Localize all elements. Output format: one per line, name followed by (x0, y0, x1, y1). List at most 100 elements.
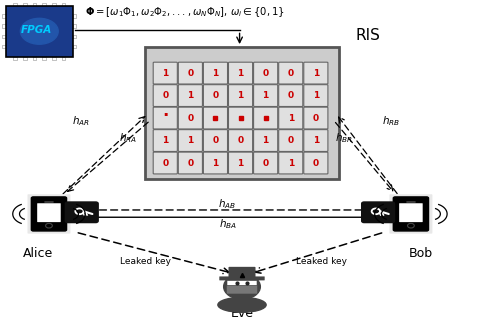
Text: 0: 0 (287, 136, 294, 145)
Text: 0: 0 (162, 91, 168, 100)
FancyBboxPatch shape (254, 129, 278, 151)
FancyBboxPatch shape (153, 129, 177, 151)
FancyBboxPatch shape (399, 203, 423, 222)
Text: 1: 1 (187, 91, 194, 100)
FancyBboxPatch shape (228, 107, 253, 129)
Text: $h_{AB}$: $h_{AB}$ (218, 197, 237, 211)
FancyBboxPatch shape (203, 129, 227, 151)
FancyBboxPatch shape (203, 85, 227, 107)
FancyBboxPatch shape (178, 129, 202, 151)
Text: 1: 1 (212, 158, 219, 168)
Text: 0: 0 (263, 69, 269, 78)
FancyBboxPatch shape (254, 152, 278, 174)
FancyBboxPatch shape (178, 107, 202, 129)
FancyBboxPatch shape (28, 194, 71, 234)
Circle shape (20, 18, 58, 44)
Text: $h_{BA}$: $h_{BA}$ (218, 217, 237, 231)
FancyBboxPatch shape (146, 47, 338, 179)
FancyBboxPatch shape (304, 152, 328, 174)
Text: $h_{RA}$: $h_{RA}$ (119, 131, 137, 145)
FancyBboxPatch shape (203, 62, 227, 84)
Text: $h_{RB}$: $h_{RB}$ (382, 115, 400, 128)
FancyBboxPatch shape (362, 202, 394, 222)
Text: Alice: Alice (22, 247, 53, 260)
FancyBboxPatch shape (279, 62, 303, 84)
Ellipse shape (218, 297, 266, 312)
Text: 0: 0 (313, 158, 319, 168)
FancyBboxPatch shape (254, 85, 278, 107)
FancyBboxPatch shape (279, 107, 303, 129)
Text: 1: 1 (313, 69, 319, 78)
Text: ·: · (162, 107, 168, 125)
FancyBboxPatch shape (178, 85, 202, 107)
FancyBboxPatch shape (279, 85, 303, 107)
FancyBboxPatch shape (203, 152, 227, 174)
FancyBboxPatch shape (5, 6, 73, 57)
FancyBboxPatch shape (219, 277, 265, 281)
Text: 1: 1 (262, 136, 269, 145)
Text: 0: 0 (212, 91, 218, 100)
Text: Bob: Bob (408, 247, 433, 260)
FancyBboxPatch shape (228, 152, 253, 174)
Text: Leaked key: Leaked key (120, 257, 171, 266)
FancyBboxPatch shape (203, 107, 227, 129)
Circle shape (79, 210, 82, 212)
Text: 0: 0 (313, 114, 319, 123)
FancyBboxPatch shape (228, 129, 253, 151)
FancyBboxPatch shape (153, 85, 177, 107)
FancyBboxPatch shape (178, 62, 202, 84)
FancyBboxPatch shape (279, 129, 303, 151)
Circle shape (376, 210, 378, 212)
Text: 0: 0 (187, 158, 194, 168)
FancyBboxPatch shape (153, 107, 177, 129)
FancyBboxPatch shape (37, 203, 60, 222)
FancyBboxPatch shape (254, 107, 278, 129)
FancyBboxPatch shape (153, 62, 177, 84)
FancyBboxPatch shape (227, 281, 257, 286)
FancyBboxPatch shape (228, 267, 256, 278)
Text: 1: 1 (187, 136, 194, 145)
FancyBboxPatch shape (304, 85, 328, 107)
Text: 0: 0 (187, 114, 194, 123)
Text: 1: 1 (162, 69, 168, 78)
Text: 1: 1 (238, 158, 243, 168)
Text: 0: 0 (287, 91, 294, 100)
Text: 1: 1 (287, 158, 294, 168)
FancyBboxPatch shape (393, 197, 428, 231)
Text: 0: 0 (287, 69, 294, 78)
FancyBboxPatch shape (304, 129, 328, 151)
FancyBboxPatch shape (279, 152, 303, 174)
Text: 0: 0 (212, 136, 218, 145)
FancyBboxPatch shape (153, 152, 177, 174)
Text: Leaked key: Leaked key (296, 257, 347, 266)
FancyBboxPatch shape (304, 62, 328, 84)
Text: 1: 1 (262, 91, 269, 100)
FancyBboxPatch shape (228, 85, 253, 107)
Text: 0: 0 (162, 158, 168, 168)
Text: 1: 1 (287, 114, 294, 123)
Text: 1: 1 (313, 136, 319, 145)
Text: 1: 1 (238, 91, 243, 100)
Text: 1: 1 (162, 136, 168, 145)
FancyBboxPatch shape (178, 152, 202, 174)
Text: 0: 0 (238, 136, 243, 145)
Text: 0: 0 (187, 69, 194, 78)
Text: 1: 1 (238, 69, 243, 78)
Text: 0: 0 (263, 158, 269, 168)
FancyBboxPatch shape (390, 194, 432, 234)
FancyBboxPatch shape (65, 202, 98, 222)
Text: 1: 1 (212, 69, 219, 78)
FancyBboxPatch shape (227, 285, 257, 294)
Text: $h_{AR}$: $h_{AR}$ (72, 115, 90, 128)
Text: 1: 1 (313, 91, 319, 100)
FancyBboxPatch shape (31, 197, 67, 231)
Text: FPGA: FPGA (21, 26, 53, 36)
FancyBboxPatch shape (304, 107, 328, 129)
Text: $h_{BR}$: $h_{BR}$ (335, 131, 353, 145)
Text: Eve: Eve (230, 307, 254, 320)
Text: RIS: RIS (355, 28, 380, 43)
Circle shape (224, 274, 260, 299)
FancyBboxPatch shape (228, 62, 253, 84)
FancyBboxPatch shape (254, 62, 278, 84)
Text: $\boldsymbol{\Phi} = [\omega_1\Phi_1, \omega_2\Phi_2,...,\omega_N\Phi_N],\, \ome: $\boldsymbol{\Phi} = [\omega_1\Phi_1, \o… (85, 5, 285, 19)
